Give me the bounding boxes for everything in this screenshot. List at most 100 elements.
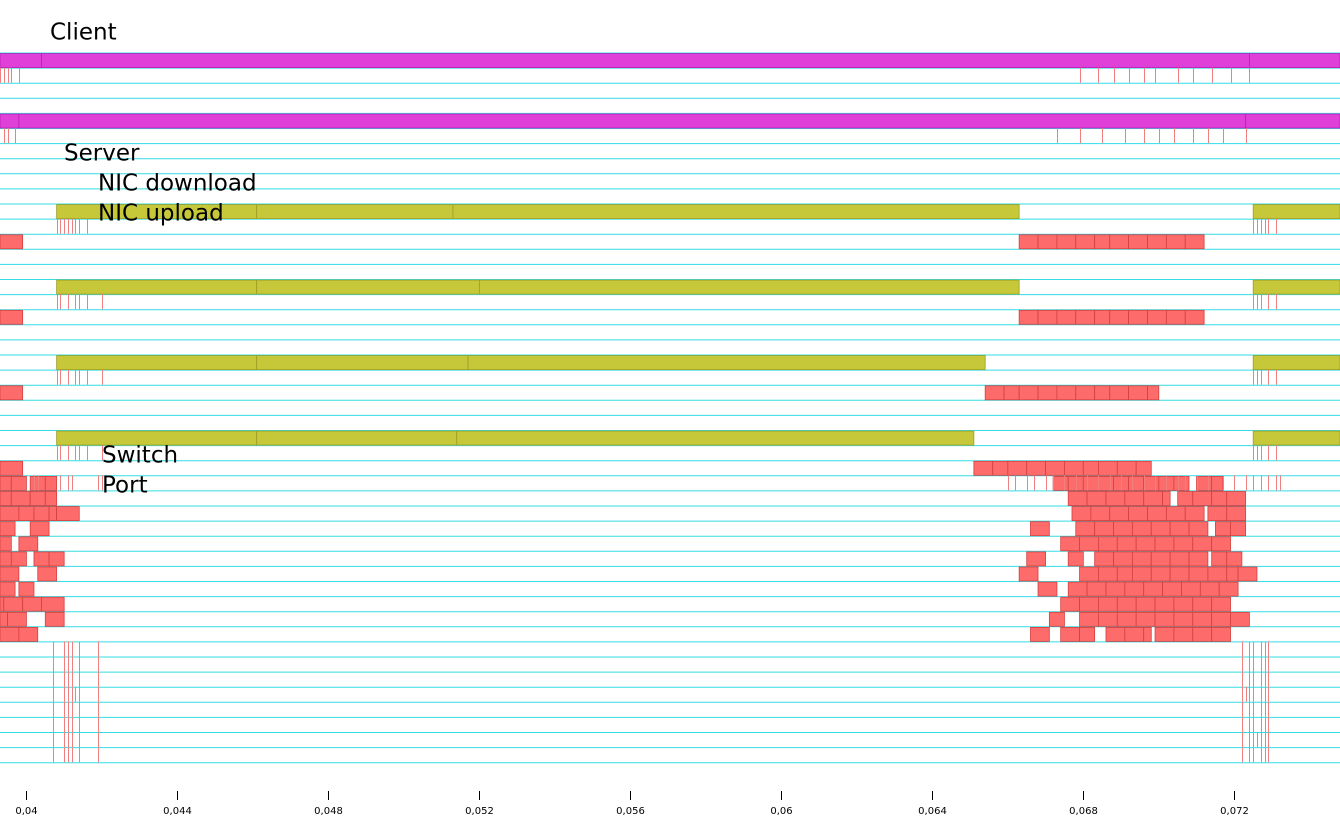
interval-bars <box>0 53 1340 642</box>
x-tick-label: 0,04 <box>15 806 37 817</box>
switch-port-bar <box>1237 566 1258 582</box>
event-markers <box>0 67 1281 763</box>
server-bar <box>256 279 480 295</box>
switch-port-bar <box>1147 506 1167 522</box>
switch-port-bar <box>1124 581 1145 597</box>
switch-port-bar <box>1018 566 1039 582</box>
switch-port-bar <box>1154 627 1175 642</box>
switch-port-bar <box>1143 491 1163 506</box>
switch-port-bar <box>1071 506 1092 522</box>
group-label: Switch <box>102 442 178 468</box>
switch-port-bar <box>1094 551 1114 567</box>
server-bar <box>467 355 986 371</box>
nic-bar <box>1018 234 1039 250</box>
switch-port-bar <box>1169 551 1190 567</box>
switch-port-bar <box>1207 566 1228 582</box>
nic-bar <box>1037 234 1058 250</box>
switch-port-bar <box>1211 491 1228 506</box>
group-label: Port <box>102 473 148 499</box>
switch-port-bar <box>1116 536 1137 552</box>
switch-port-bar <box>1150 566 1171 582</box>
switch-port-bar <box>1173 536 1194 552</box>
switch-port-bar <box>1196 475 1213 491</box>
x-tick-label: 0,048 <box>314 806 343 817</box>
switch-port-bar <box>22 596 42 612</box>
x-tick-label: 0,056 <box>616 806 645 817</box>
nic-bar <box>1165 309 1186 325</box>
switch-port-bar <box>29 491 46 506</box>
nic-bar <box>984 385 1005 401</box>
group-label: NIC upload <box>98 201 224 227</box>
switch-port-bar <box>10 551 27 567</box>
switch-port-bar <box>44 491 58 506</box>
switch-port-bar <box>1192 611 1213 627</box>
switch-port-bar <box>7 611 27 627</box>
nic-bar <box>1128 234 1148 250</box>
nic-bar <box>1135 460 1152 476</box>
switch-port-bar <box>1135 596 1156 612</box>
switch-port-bar <box>1113 551 1133 567</box>
nic-bar <box>1075 309 1096 325</box>
nic-bar <box>1064 460 1084 476</box>
switch-port-bar <box>1079 627 1096 642</box>
switch-port-bar <box>29 475 46 491</box>
switch-port-bar <box>1128 506 1148 522</box>
switch-port-bar <box>1048 611 1065 627</box>
switch-port-bar <box>1177 491 1194 506</box>
nic-bar <box>1018 385 1039 401</box>
server-bar <box>256 355 469 371</box>
switch-port-bar <box>1192 491 1213 506</box>
nic-bar <box>992 460 1009 476</box>
switch-port-bar <box>18 581 35 597</box>
nic-bar <box>1075 234 1096 250</box>
switch-port-bar <box>1211 551 1228 567</box>
switch-port-bar <box>1128 475 1145 491</box>
switch-port-bar <box>1030 627 1050 642</box>
switch-port-bar <box>1098 536 1118 552</box>
x-tick-label: 0,064 <box>918 806 947 817</box>
nic-bar <box>1165 234 1186 250</box>
switch-port-bar <box>18 536 39 552</box>
switch-port-bar <box>1079 566 1099 582</box>
switch-port-bar <box>3 596 24 612</box>
switch-port-bar <box>1154 596 1175 612</box>
switch-port-bar <box>1230 521 1247 537</box>
nic-bar <box>0 309 24 325</box>
switch-port-bar <box>1067 551 1084 567</box>
switch-port-bar <box>1184 506 1205 522</box>
switch-port-bar <box>18 627 39 642</box>
nic-bar <box>1082 460 1099 476</box>
client-bar <box>0 113 20 129</box>
switch-port-bar <box>1211 611 1231 627</box>
switch-port-bar <box>1079 536 1099 552</box>
client-bar <box>18 113 1247 129</box>
switch-port-bar <box>1211 536 1231 552</box>
switch-port-bar <box>1131 551 1152 567</box>
switch-port-bar <box>1090 506 1111 522</box>
switch-port-bar <box>1199 581 1220 597</box>
nic-bar <box>1094 385 1111 401</box>
switch-port-bar <box>1060 536 1080 552</box>
x-axis: 0,04 0,044 0,048 0,052 0,056 0,06 0,064 0,068 0,… <box>15 791 1249 817</box>
nic-bar <box>1184 309 1205 325</box>
switch-port-bar <box>1173 596 1194 612</box>
nic-bar <box>1094 309 1111 325</box>
group-label: Client <box>50 20 117 46</box>
server-bar <box>256 430 458 446</box>
switch-port-bar <box>1207 506 1228 522</box>
switch-port-bar <box>1169 566 1190 582</box>
switch-port-bar <box>1218 581 1239 597</box>
switch-port-bar <box>1211 627 1231 642</box>
switch-port-bar <box>1154 536 1175 552</box>
switch-port-bar <box>1052 475 1069 491</box>
switch-port-bar <box>0 521 16 537</box>
switch-port-bar <box>1211 475 1224 491</box>
switch-port-bar <box>1165 506 1186 522</box>
server-bar <box>1252 430 1340 446</box>
server-bar <box>1252 279 1340 295</box>
nic-bar <box>1128 385 1148 401</box>
nic-bar <box>1045 460 1065 476</box>
switch-port-bar <box>1135 536 1156 552</box>
nic-bar <box>1116 460 1137 476</box>
